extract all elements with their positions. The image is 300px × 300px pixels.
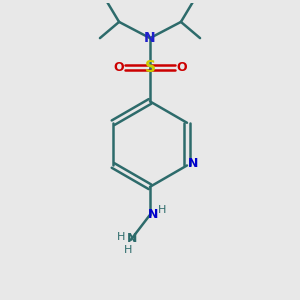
- Text: H: H: [124, 245, 132, 255]
- Text: N: N: [144, 31, 156, 45]
- Text: N: N: [127, 232, 137, 245]
- Text: H: H: [117, 232, 126, 242]
- Text: N: N: [188, 158, 199, 170]
- Text: O: O: [176, 61, 187, 74]
- Text: H: H: [158, 206, 166, 215]
- Text: S: S: [145, 60, 155, 75]
- Text: N: N: [148, 208, 159, 221]
- Text: O: O: [113, 61, 124, 74]
